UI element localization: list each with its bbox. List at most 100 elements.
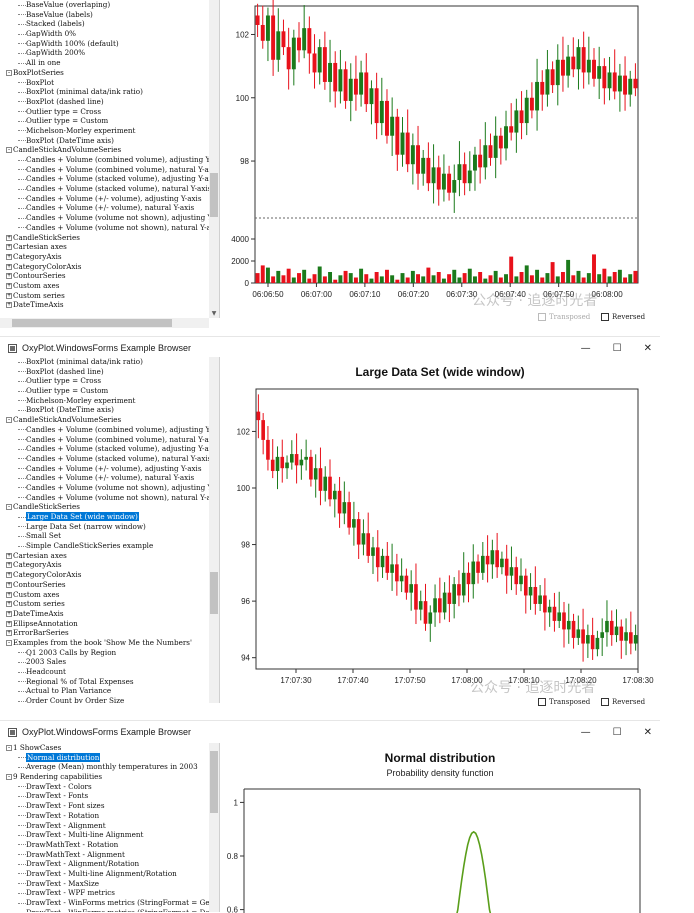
tree-item[interactable]: Candles + Volume (stacked volume), adjus…: [0, 174, 219, 184]
tree-item[interactable]: Q1 2003 Calls by Region: [0, 648, 219, 658]
checkbox-box[interactable]: [538, 313, 546, 321]
checkbox-box[interactable]: [601, 313, 609, 321]
tree-group-node[interactable]: + CategoryColorAxis: [0, 570, 219, 580]
expand-icon[interactable]: +: [6, 629, 12, 637]
tree-group-node[interactable]: + DateTimeAxis: [0, 609, 219, 619]
expand-icon[interactable]: +: [6, 291, 12, 299]
expand-icon[interactable]: +: [6, 281, 12, 289]
tree-item[interactable]: Stacked (labels): [0, 19, 219, 29]
example-tree[interactable]: -1 ShowCases Normal distribution Average (…: [0, 743, 220, 912]
tree-item[interactable]: DrawText - MaxSize: [0, 879, 219, 889]
tree-item[interactable]: DrawText - Font sizes: [0, 801, 219, 811]
tree-item[interactable]: DrawText - Colors: [0, 782, 219, 792]
tree-group-node[interactable]: + Cartesian axes: [0, 551, 219, 561]
tree-item[interactable]: Order Count by Order Size: [0, 696, 219, 703]
tree-item[interactable]: DrawText - Multi-line Alignment: [0, 830, 219, 840]
tree-item[interactable]: BoxPlot (dashed line): [0, 97, 219, 107]
tree-item[interactable]: BoxPlot (DateTime axis): [0, 136, 219, 146]
tree-item[interactable]: Large Data Set (wide window): [0, 512, 219, 522]
scrollbar-thumb[interactable]: [210, 173, 218, 217]
tree-item[interactable]: Candles + Volume (volume not shown), adj…: [0, 213, 219, 223]
tree-item[interactable]: DrawText - WinForms metrics (StringForma…: [0, 908, 219, 912]
collapse-icon[interactable]: -: [6, 68, 12, 76]
tree-vertical-scrollbar[interactable]: [209, 357, 219, 703]
collapse-icon[interactable]: -: [6, 146, 12, 154]
expand-icon[interactable]: +: [6, 551, 12, 559]
close-icon[interactable]: ✕: [643, 726, 652, 738]
expand-icon[interactable]: +: [6, 272, 12, 280]
expand-icon[interactable]: +: [6, 590, 12, 598]
tree-item[interactable]: Candles + Volume (combined volume), adju…: [0, 155, 219, 165]
tree-item[interactable]: BoxPlot: [0, 78, 219, 88]
tree-group-node[interactable]: + ContourSeries: [0, 580, 219, 590]
tree-group-node[interactable]: - BoxPlotSeries: [0, 68, 219, 78]
tree-group-node[interactable]: + Custom axes: [0, 281, 219, 291]
tree-group-node[interactable]: -9 Rendering capabilities: [0, 772, 219, 782]
tree-vertical-scrollbar[interactable]: [209, 743, 219, 912]
tree-item[interactable]: DrawMathText - Alignment: [0, 850, 219, 860]
expand-icon[interactable]: +: [6, 609, 12, 617]
tree-item[interactable]: Outlier type = Cross: [0, 107, 219, 117]
tree-group-node[interactable]: + Cartesian axes: [0, 242, 219, 252]
expand-icon[interactable]: +: [6, 619, 12, 627]
tree-item[interactable]: Candles + Volume (combined volume), natu…: [0, 165, 219, 175]
checkbox-box[interactable]: [538, 698, 546, 706]
tree-item[interactable]: BaseValue (labels): [0, 10, 219, 20]
example-tree[interactable]: BaseValue (overlaping) BaseValue (labels)…: [0, 0, 220, 318]
tree-item[interactable]: Outlier type = Custom: [0, 386, 219, 396]
tree-group-node[interactable]: + ErrorBarSeries: [0, 628, 219, 638]
tree-item[interactable]: DrawText - WinForms metrics (StringForma…: [0, 898, 219, 908]
tree-group-node[interactable]: -1 ShowCases: [0, 743, 219, 753]
tree-group-node[interactable]: - CandleStickAndVolumeSeries: [0, 415, 219, 425]
tree-group-node[interactable]: - Examples from the book 'Show Me the Num…: [0, 638, 219, 648]
tree-item[interactable]: Candles + Volume (stacked volume), natur…: [0, 454, 219, 464]
reversed-checkbox[interactable]: Reversed: [601, 313, 645, 321]
tree-group-node[interactable]: - CandleStickSeries: [0, 502, 219, 512]
scrollbar-thumb[interactable]: [210, 751, 218, 813]
tree-item[interactable]: BaseValue (overlaping): [0, 0, 219, 10]
tree-item[interactable]: DrawMathText - Rotation: [0, 840, 219, 850]
collapse-icon[interactable]: -: [6, 416, 12, 424]
collapse-icon[interactable]: -: [6, 744, 12, 751]
tree-horizontal-scrollbar[interactable]: [0, 318, 209, 328]
scrollbar-thumb[interactable]: [12, 319, 172, 327]
expand-icon[interactable]: +: [6, 243, 12, 251]
tree-item[interactable]: Candles + Volume (+/- volume), natural Y…: [0, 203, 219, 213]
tree-item[interactable]: Average (Mean) monthly temperatures in 2…: [0, 762, 219, 772]
tree-item[interactable]: Regional % of Total Expenses: [0, 677, 219, 687]
tree-group-node[interactable]: + CategoryAxis: [0, 252, 219, 262]
tree-item[interactable]: Normal distribution: [0, 752, 219, 763]
maximize-icon[interactable]: ☐: [612, 726, 622, 738]
window-titlebar[interactable]: OxyPlot.WindowsForms Example Browser — ☐…: [0, 337, 660, 359]
expand-icon[interactable]: +: [6, 571, 12, 579]
tree-item[interactable]: Candles + Volume (stacked volume), adjus…: [0, 444, 219, 454]
tree-item[interactable]: BoxPlot (DateTime axis): [0, 405, 219, 415]
reversed-checkbox[interactable]: Reversed: [601, 698, 645, 706]
tree-item[interactable]: Candles + Volume (volume not shown), adj…: [0, 483, 219, 493]
tree-item[interactable]: DrawText - WPF metrics: [0, 888, 219, 898]
tree-group-node[interactable]: - CandleStickAndVolumeSeries: [0, 145, 219, 155]
tree-item[interactable]: DrawText - Multi-line Alignment/Rotation: [0, 869, 219, 879]
tree-item[interactable]: Candles + Volume (+/- volume), adjusting…: [0, 194, 219, 204]
tree-item[interactable]: Outlier type = Custom: [0, 116, 219, 126]
collapse-icon[interactable]: -: [6, 638, 12, 646]
close-icon[interactable]: ✕: [643, 342, 652, 354]
tree-item[interactable]: DrawText - Alignment: [0, 821, 219, 831]
tree-item[interactable]: DrawText - Rotation: [0, 811, 219, 821]
tree-item[interactable]: DrawText - Alignment/Rotation: [0, 859, 219, 869]
tree-item[interactable]: Candles + Volume (stacked volume), natur…: [0, 184, 219, 194]
expand-icon[interactable]: +: [6, 252, 12, 260]
tree-item[interactable]: Candles + Volume (+/- volume), adjusting…: [0, 464, 219, 474]
tree-group-node[interactable]: + ContourSeries: [0, 271, 219, 281]
tree-item[interactable]: Candles + Volume (+/- volume), natural Y…: [0, 473, 219, 483]
tree-group-node[interactable]: + CategoryAxis: [0, 560, 219, 570]
tree-item[interactable]: GapWidth 100% (default): [0, 39, 219, 49]
maximize-icon[interactable]: ☐: [612, 342, 622, 354]
tree-item[interactable]: Michelson-Morley experiment: [0, 126, 219, 136]
tree-item[interactable]: BoxPlot (minimal data/ink ratio): [0, 87, 219, 97]
tree-item[interactable]: Large Data Set (narrow window): [0, 522, 219, 532]
tree-item[interactable]: GapWidth 0%: [0, 29, 219, 39]
tree-item[interactable]: Candles + Volume (volume not shown), nat…: [0, 223, 219, 233]
tree-item[interactable]: BoxPlot (dashed line): [0, 367, 219, 377]
tree-group-node[interactable]: + EllipseAnnotation: [0, 619, 219, 629]
